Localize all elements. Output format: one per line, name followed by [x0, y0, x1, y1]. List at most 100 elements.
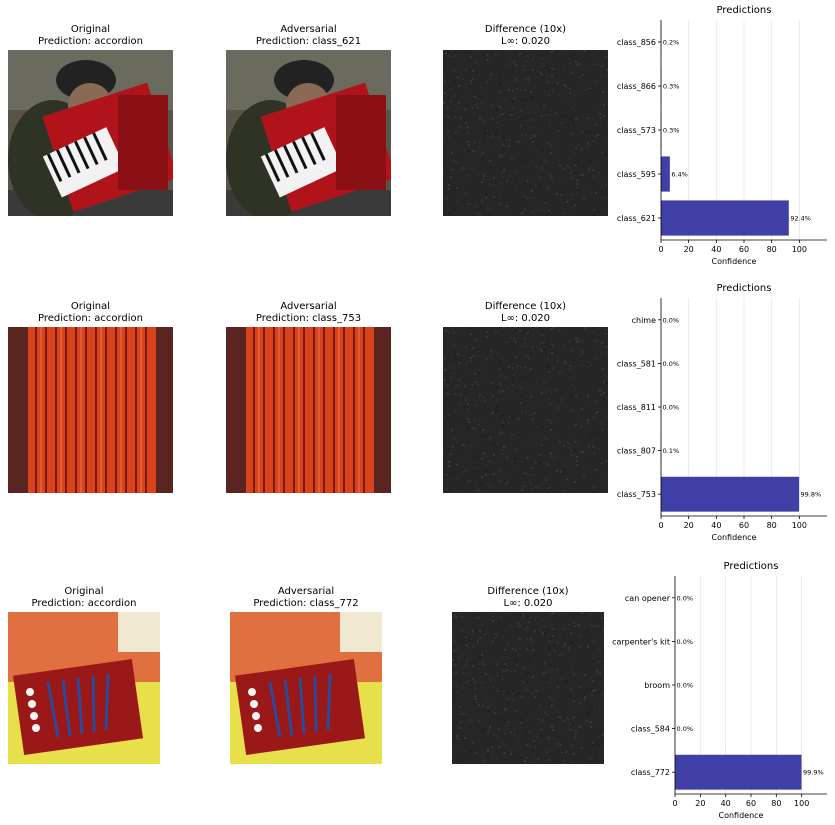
- y-tick-label: class_584: [631, 725, 670, 734]
- difference-title-block: Difference (10x) L∞: 0.020: [452, 586, 604, 610]
- original-prediction: Prediction: accordion: [38, 313, 143, 324]
- example-row-1: Original Prediction: accordion Adversari…: [0, 0, 835, 270]
- predictions-chart: Predictions class_772 99.9% class_584 0.0% br…: [612, 561, 827, 820]
- adversarial-title: Adversarial: [280, 301, 337, 312]
- y-tick-label: class_753: [617, 490, 656, 499]
- data-label: 99.9%: [803, 769, 824, 777]
- y-tick-label: chime: [632, 316, 656, 325]
- y-tick-label: class_807: [617, 447, 656, 456]
- x-axis-label: Confidence: [719, 811, 764, 820]
- original-image: [8, 50, 173, 216]
- x-tick-label: 80: [767, 521, 777, 530]
- adversarial-prediction: Prediction: class_753: [255, 313, 362, 324]
- bar: [661, 200, 789, 236]
- chart-title: Predictions: [717, 283, 772, 294]
- original-title-block: Original Prediction: accordion: [8, 24, 173, 48]
- difference-image: [443, 327, 609, 494]
- original-title: Original: [64, 586, 104, 597]
- chart-title: Predictions: [724, 561, 779, 572]
- original-title: Original: [70, 301, 111, 312]
- x-tick-label: 20: [684, 521, 694, 530]
- bar: [675, 754, 802, 790]
- bar: [661, 156, 670, 192]
- noise-texture: [443, 50, 609, 217]
- adversarial-image: [230, 612, 382, 764]
- x-tick-label: 40: [721, 799, 731, 808]
- example-row-3: Original Prediction: accordion Adversari…: [0, 554, 835, 824]
- example-row-2: Original Prediction: accordion A: [0, 277, 835, 547]
- predictions-chart: Predictions class_621 92.4% class_595 6.4% cl…: [617, 5, 827, 266]
- x-tick-label: 0: [658, 521, 663, 530]
- difference-title: Difference (10x): [484, 24, 567, 35]
- data-label: 0.3%: [663, 83, 680, 91]
- x-tick-label: 80: [771, 799, 781, 808]
- data-label: 0.1%: [663, 447, 680, 455]
- adversarial-image: [226, 327, 391, 493]
- predictions-chart: Predictions class_753 99.8% class_807 0.1% cl…: [617, 283, 827, 542]
- x-tick-label: 20: [684, 245, 694, 254]
- original-title-block: Original Prediction: accordion: [8, 586, 160, 610]
- chart-title: Predictions: [717, 5, 772, 16]
- data-label: 0.0%: [677, 682, 694, 690]
- original-title: Original: [70, 24, 111, 35]
- difference-image: [443, 50, 609, 217]
- data-label: 92.4%: [790, 215, 811, 223]
- difference-image: [452, 612, 605, 765]
- x-tick-label: 60: [739, 245, 749, 254]
- y-tick-label: class_866: [617, 82, 656, 91]
- noise-texture: [452, 612, 605, 765]
- difference-linf: L∞: 0.020: [503, 598, 553, 609]
- adversarial-title: Adversarial: [277, 586, 335, 597]
- y-tick-label: class_772: [631, 768, 670, 777]
- x-tick-label: 60: [739, 521, 749, 530]
- x-tick-label: 60: [746, 799, 756, 808]
- data-label: 0.0%: [663, 404, 680, 412]
- x-tick-label: 100: [792, 245, 807, 254]
- adversarial-prediction: Prediction: class_621: [255, 36, 362, 47]
- data-label: 0.0%: [663, 360, 680, 368]
- y-tick-label: class_573: [617, 126, 656, 135]
- difference-title-block: Difference (10x) L∞: 0.020: [443, 301, 608, 325]
- x-axis-label: Confidence: [712, 533, 757, 542]
- x-tick-label: 20: [695, 799, 705, 808]
- adversarial-title-block: Adversarial Prediction: class_753: [226, 301, 391, 325]
- adversarial-image: [226, 50, 391, 216]
- y-tick-label: class_621: [617, 214, 656, 223]
- x-tick-label: 100: [794, 799, 809, 808]
- difference-title-block: Difference (10x) L∞: 0.020: [443, 24, 608, 48]
- adversarial-title: Adversarial: [280, 24, 337, 35]
- original-prediction: Prediction: accordion: [31, 598, 137, 609]
- x-tick-label: 0: [658, 245, 663, 254]
- difference-title: Difference (10x): [484, 301, 567, 312]
- data-label: 0.0%: [663, 316, 680, 324]
- y-tick-label: class_581: [617, 359, 656, 368]
- x-axis-label: Confidence: [712, 257, 757, 266]
- x-tick-label: 40: [711, 245, 721, 254]
- x-tick-label: 100: [792, 521, 807, 530]
- noise-texture: [443, 327, 609, 494]
- data-label: 0.0%: [677, 638, 694, 646]
- data-label: 0.2%: [663, 39, 680, 47]
- bar: [661, 476, 800, 512]
- data-label: 99.8%: [801, 491, 822, 499]
- adversarial-prediction: Prediction: class_772: [253, 598, 359, 609]
- original-image: [8, 327, 173, 493]
- y-tick-label: broom: [644, 681, 670, 690]
- data-label: 0.3%: [663, 127, 680, 135]
- x-tick-label: 0: [672, 799, 677, 808]
- original-prediction: Prediction: accordion: [38, 36, 143, 47]
- y-tick-label: class_811: [617, 403, 656, 412]
- data-label: 0.0%: [677, 725, 694, 733]
- adversarial-title-block: Adversarial Prediction: class_621: [226, 24, 391, 48]
- y-tick-label: can opener: [625, 594, 671, 603]
- x-tick-label: 40: [711, 521, 721, 530]
- original-image: [8, 612, 160, 764]
- difference-linf: L∞: 0.020: [500, 313, 551, 324]
- y-tick-label: class_595: [617, 170, 656, 179]
- x-tick-label: 80: [767, 245, 777, 254]
- y-tick-label: class_856: [617, 38, 656, 47]
- adversarial-title-block: Adversarial Prediction: class_772: [230, 586, 382, 610]
- y-tick-label: carpenter's kit: [612, 637, 670, 646]
- data-label: 6.4%: [671, 171, 688, 179]
- original-title-block: Original Prediction: accordion: [8, 301, 173, 325]
